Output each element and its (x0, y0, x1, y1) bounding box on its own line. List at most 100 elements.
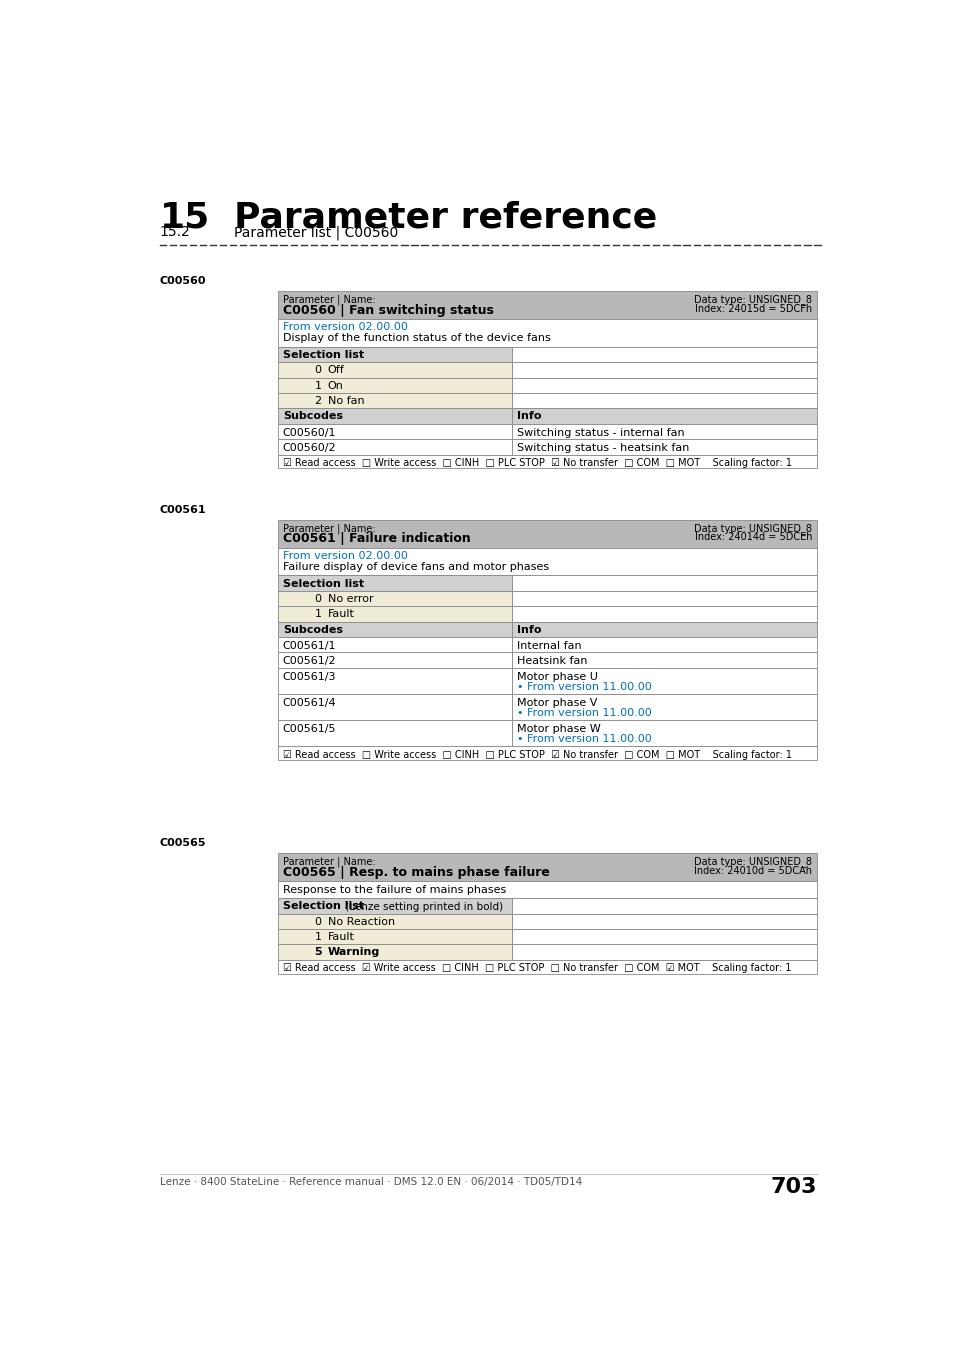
Text: 1: 1 (314, 381, 321, 390)
Text: Data type: UNSIGNED_8: Data type: UNSIGNED_8 (694, 524, 811, 535)
Bar (512, 652, 816, 668)
Text: From version 02.00.00: From version 02.00.00 (282, 551, 407, 560)
Text: Selection list: Selection list (282, 902, 363, 911)
Text: Switching status - internal fan: Switching status - internal fan (517, 428, 683, 437)
Bar (278, 622, 512, 637)
Text: 15.2: 15.2 (159, 225, 190, 239)
Bar (278, 520, 816, 548)
Bar (278, 882, 816, 898)
Text: Lenze · 8400 StateLine · Reference manual · DMS 12.0 EN · 06/2014 · TD05/TD14: Lenze · 8400 StateLine · Reference manua… (159, 1177, 581, 1187)
Bar (278, 668, 512, 694)
Text: 5: 5 (314, 948, 321, 957)
Text: 1: 1 (314, 609, 321, 620)
Text: From version 02.00.00: From version 02.00.00 (282, 323, 407, 332)
Text: C00561/4: C00561/4 (282, 698, 336, 707)
Bar (512, 944, 816, 960)
Text: 2: 2 (314, 396, 321, 406)
Text: Index: 24015d = 5DCFh: Index: 24015d = 5DCFh (694, 304, 811, 313)
Text: On: On (328, 381, 343, 390)
Text: • From version 11.00.00: • From version 11.00.00 (517, 734, 651, 744)
Bar (278, 960, 816, 973)
Bar (278, 721, 512, 747)
Text: C00560: C00560 (159, 275, 206, 286)
Bar (278, 393, 512, 409)
Text: No fan: No fan (328, 396, 364, 406)
Text: (Lenze setting printed in bold): (Lenze setting printed in bold) (342, 902, 503, 913)
Bar (512, 721, 816, 747)
Bar (512, 929, 816, 944)
Text: Parameter list | C00560: Parameter list | C00560 (233, 225, 397, 240)
Text: Internal fan: Internal fan (517, 641, 580, 651)
Bar (278, 378, 512, 393)
Text: Selection list: Selection list (282, 579, 363, 589)
Bar (278, 694, 512, 721)
Bar (278, 362, 512, 378)
Text: ☑ Read access  □ Write access  □ CINH  □ PLC STOP  ☑ No transfer  □ COM  □ MOT  : ☑ Read access □ Write access □ CINH □ PL… (282, 749, 791, 760)
Bar (512, 914, 816, 929)
Bar (278, 652, 512, 668)
Bar (278, 424, 512, 439)
Bar (278, 347, 512, 362)
Bar (278, 747, 816, 760)
Bar (278, 929, 512, 944)
Bar (512, 637, 816, 652)
Bar (278, 439, 512, 455)
Bar (278, 591, 512, 606)
Text: ☑ Read access  ☑ Write access  □ CINH  □ PLC STOP  □ No transfer  □ COM  ☑ MOT  : ☑ Read access ☑ Write access □ CINH □ PL… (282, 963, 790, 973)
Bar (512, 347, 816, 362)
Text: C00565: C00565 (159, 838, 206, 848)
Text: C00560 | Fan switching status: C00560 | Fan switching status (282, 304, 493, 317)
Text: 703: 703 (769, 1177, 816, 1197)
Bar (512, 694, 816, 721)
Text: Fault: Fault (328, 609, 355, 620)
Text: C00560/2: C00560/2 (282, 443, 336, 454)
Bar (278, 455, 816, 468)
Text: Failure display of device fans and motor phases: Failure display of device fans and motor… (282, 562, 548, 571)
Bar (278, 637, 512, 652)
Text: C00565 | Resp. to mains phase failure: C00565 | Resp. to mains phase failure (282, 865, 549, 879)
Text: Parameter | Name:: Parameter | Name: (282, 524, 375, 533)
Bar (512, 668, 816, 694)
Bar (512, 378, 816, 393)
Text: Warning: Warning (328, 948, 379, 957)
Bar (278, 914, 512, 929)
Text: Data type: UNSIGNED_8: Data type: UNSIGNED_8 (694, 294, 811, 305)
Text: Off: Off (328, 366, 344, 375)
Bar (278, 319, 816, 347)
Text: 1: 1 (314, 931, 321, 942)
Text: Response to the failure of mains phases: Response to the failure of mains phases (282, 886, 505, 895)
Bar (278, 898, 512, 914)
Bar (512, 606, 816, 622)
Text: Motor phase V: Motor phase V (517, 698, 597, 707)
Bar (278, 944, 512, 960)
Text: ☑ Read access  □ Write access  □ CINH  □ PLC STOP  ☑ No transfer  □ COM  □ MOT  : ☑ Read access □ Write access □ CINH □ PL… (282, 458, 791, 467)
Bar (512, 362, 816, 378)
Text: 0: 0 (314, 917, 321, 926)
Bar (512, 898, 816, 914)
Text: • From version 11.00.00: • From version 11.00.00 (517, 707, 651, 718)
Text: Switching status - heatsink fan: Switching status - heatsink fan (517, 443, 688, 454)
Bar (512, 622, 816, 637)
Bar (512, 591, 816, 606)
Text: Data type: UNSIGNED_8: Data type: UNSIGNED_8 (694, 856, 811, 868)
Text: 0: 0 (314, 594, 321, 603)
Bar (512, 409, 816, 424)
Bar (278, 292, 816, 319)
Bar (512, 424, 816, 439)
Text: Heatsink fan: Heatsink fan (517, 656, 587, 667)
Bar (278, 606, 512, 622)
Text: • From version 11.00.00: • From version 11.00.00 (517, 682, 651, 691)
Text: Display of the function status of the device fans: Display of the function status of the de… (282, 333, 550, 343)
Text: C00561/3: C00561/3 (282, 672, 335, 682)
Bar (278, 548, 816, 575)
Text: 15: 15 (159, 201, 210, 235)
Text: Selection list: Selection list (282, 350, 363, 360)
Text: Subcodes: Subcodes (282, 412, 342, 421)
Text: C00561/5: C00561/5 (282, 724, 335, 734)
Bar (278, 853, 816, 882)
Text: C00561/1: C00561/1 (282, 641, 335, 651)
Bar (278, 409, 512, 424)
Bar (512, 575, 816, 591)
Text: Parameter reference: Parameter reference (233, 201, 657, 235)
Text: C00560/1: C00560/1 (282, 428, 335, 437)
